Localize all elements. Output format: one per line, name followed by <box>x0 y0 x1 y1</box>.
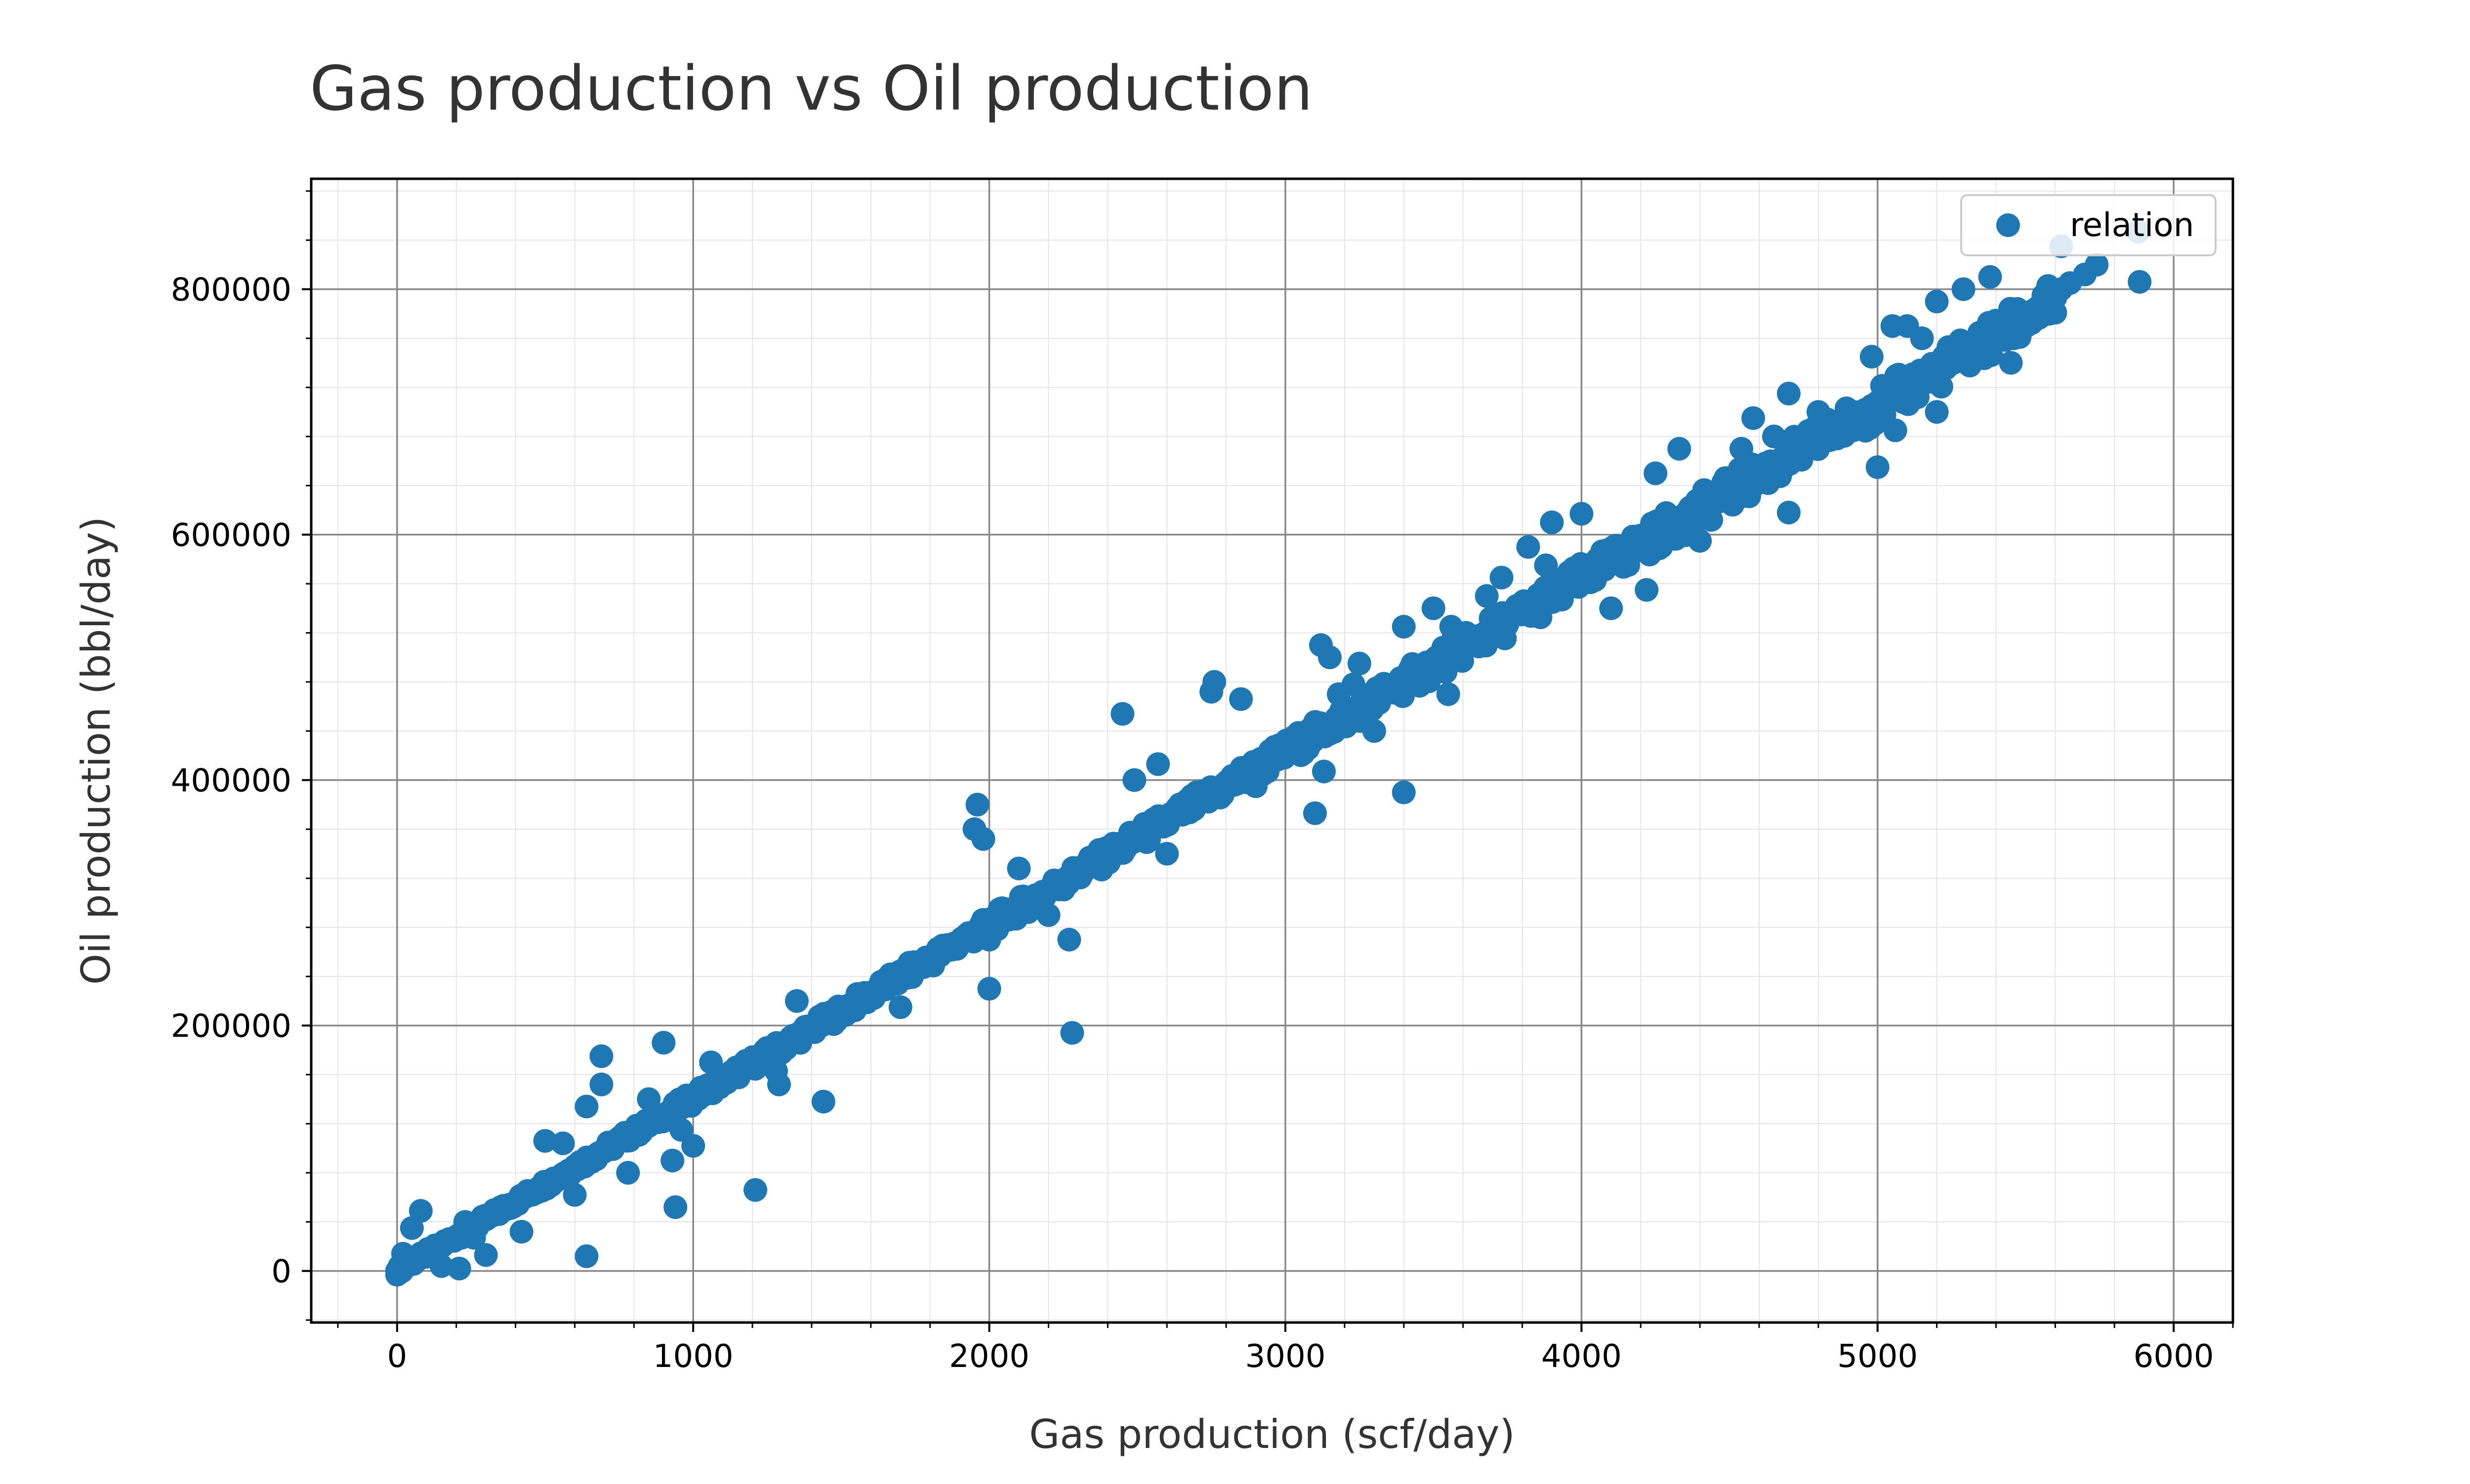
data-point <box>533 1129 557 1153</box>
x-tick-label: 3000 <box>1245 1338 1326 1375</box>
x-tick-label: 0 <box>387 1338 407 1375</box>
data-point <box>1741 406 1765 430</box>
y-axis-label: Oil production (bbl/day) <box>73 517 119 985</box>
legend-frame <box>1960 194 2217 256</box>
y-tick-label: 0 <box>271 1254 291 1290</box>
plot-area-border <box>310 177 2234 1324</box>
chart-title: Gas production vs Oil production <box>310 53 1313 124</box>
x-tick-label: 2000 <box>949 1338 1029 1375</box>
data-point <box>589 1044 614 1068</box>
data-point <box>1057 927 1081 952</box>
data-point <box>663 1195 688 1219</box>
data-point <box>509 1220 534 1244</box>
data-point <box>1155 842 1179 866</box>
data-point <box>563 1183 587 1207</box>
data-point <box>1199 680 1224 704</box>
data-point <box>1999 351 2023 375</box>
data-point <box>575 1244 599 1268</box>
data-point <box>1516 535 1540 559</box>
legend-label-relation: relation <box>2070 206 2194 244</box>
data-point <box>1880 314 1904 338</box>
data-point <box>474 1243 498 1267</box>
data-point <box>1667 437 1691 461</box>
y-tick-label: 400000 <box>171 763 291 800</box>
x-tick-label: 1000 <box>653 1338 734 1375</box>
y-tick-label: 200000 <box>171 1008 291 1045</box>
data-point <box>1229 687 1253 711</box>
data-point <box>1865 455 1890 479</box>
data-point <box>1312 760 1336 784</box>
data-point <box>1776 500 1801 524</box>
data-point <box>1644 461 1668 485</box>
data-point <box>551 1131 575 1156</box>
data-point <box>743 1178 768 1202</box>
data-point <box>1925 400 1949 424</box>
x-tick-label: 5000 <box>1837 1338 1918 1375</box>
data-point <box>575 1094 599 1119</box>
data-point <box>1635 578 1659 602</box>
data-point <box>888 995 912 1019</box>
legend: relation <box>1960 194 2217 256</box>
y-tick-label: 800000 <box>171 272 291 309</box>
data-point <box>1929 374 1953 399</box>
data-point <box>1392 615 1416 639</box>
x-tick-label: 4000 <box>1541 1338 1622 1375</box>
data-point <box>965 793 989 817</box>
data-point <box>1111 702 1135 726</box>
data-point <box>1569 502 1594 526</box>
data-point <box>977 977 1001 1001</box>
data-point <box>1007 856 1031 881</box>
data-point <box>1978 265 2002 289</box>
data-point <box>2085 252 2109 277</box>
data-point <box>1347 651 1371 676</box>
data-point <box>660 1149 685 1172</box>
data-point <box>1925 289 1949 314</box>
data-point <box>616 1161 640 1185</box>
x-axis-label: Gas production (scf/day) <box>1029 1411 1515 1457</box>
data-point <box>1060 1021 1084 1045</box>
axis-ticks: 0 1000 2000 3000 4000 5000 6000 0 200000 400000 60… <box>171 190 2234 1375</box>
data-point <box>962 817 987 841</box>
data-point <box>1951 277 1976 301</box>
data-point <box>1317 645 1342 670</box>
data-point <box>1436 682 1460 706</box>
data-point <box>400 1216 424 1240</box>
data-point <box>811 1089 835 1114</box>
data-point <box>447 1256 471 1281</box>
data-point <box>1859 345 1884 369</box>
y-tick-label: 600000 <box>171 518 291 554</box>
data-point <box>1122 768 1147 792</box>
data-point <box>2128 270 2152 294</box>
data-point <box>1392 780 1416 804</box>
scatter-points <box>385 219 2152 1287</box>
data-point <box>1776 381 1801 405</box>
x-tick-label: 6000 <box>2134 1338 2214 1375</box>
data-point <box>1421 596 1445 620</box>
data-point <box>2043 301 2067 325</box>
data-point <box>1146 752 1170 776</box>
data-point <box>1699 508 1724 532</box>
data-point <box>1475 584 1499 608</box>
data-point <box>1303 801 1327 825</box>
data-point <box>767 1072 791 1096</box>
data-point <box>652 1031 676 1055</box>
data-point <box>589 1072 614 1096</box>
data-point <box>1489 565 1514 590</box>
data-point <box>1540 510 1564 534</box>
data-point <box>785 989 809 1013</box>
legend-marker <box>1996 213 2020 237</box>
data-point <box>1872 403 1896 427</box>
data-point <box>1599 596 1623 620</box>
